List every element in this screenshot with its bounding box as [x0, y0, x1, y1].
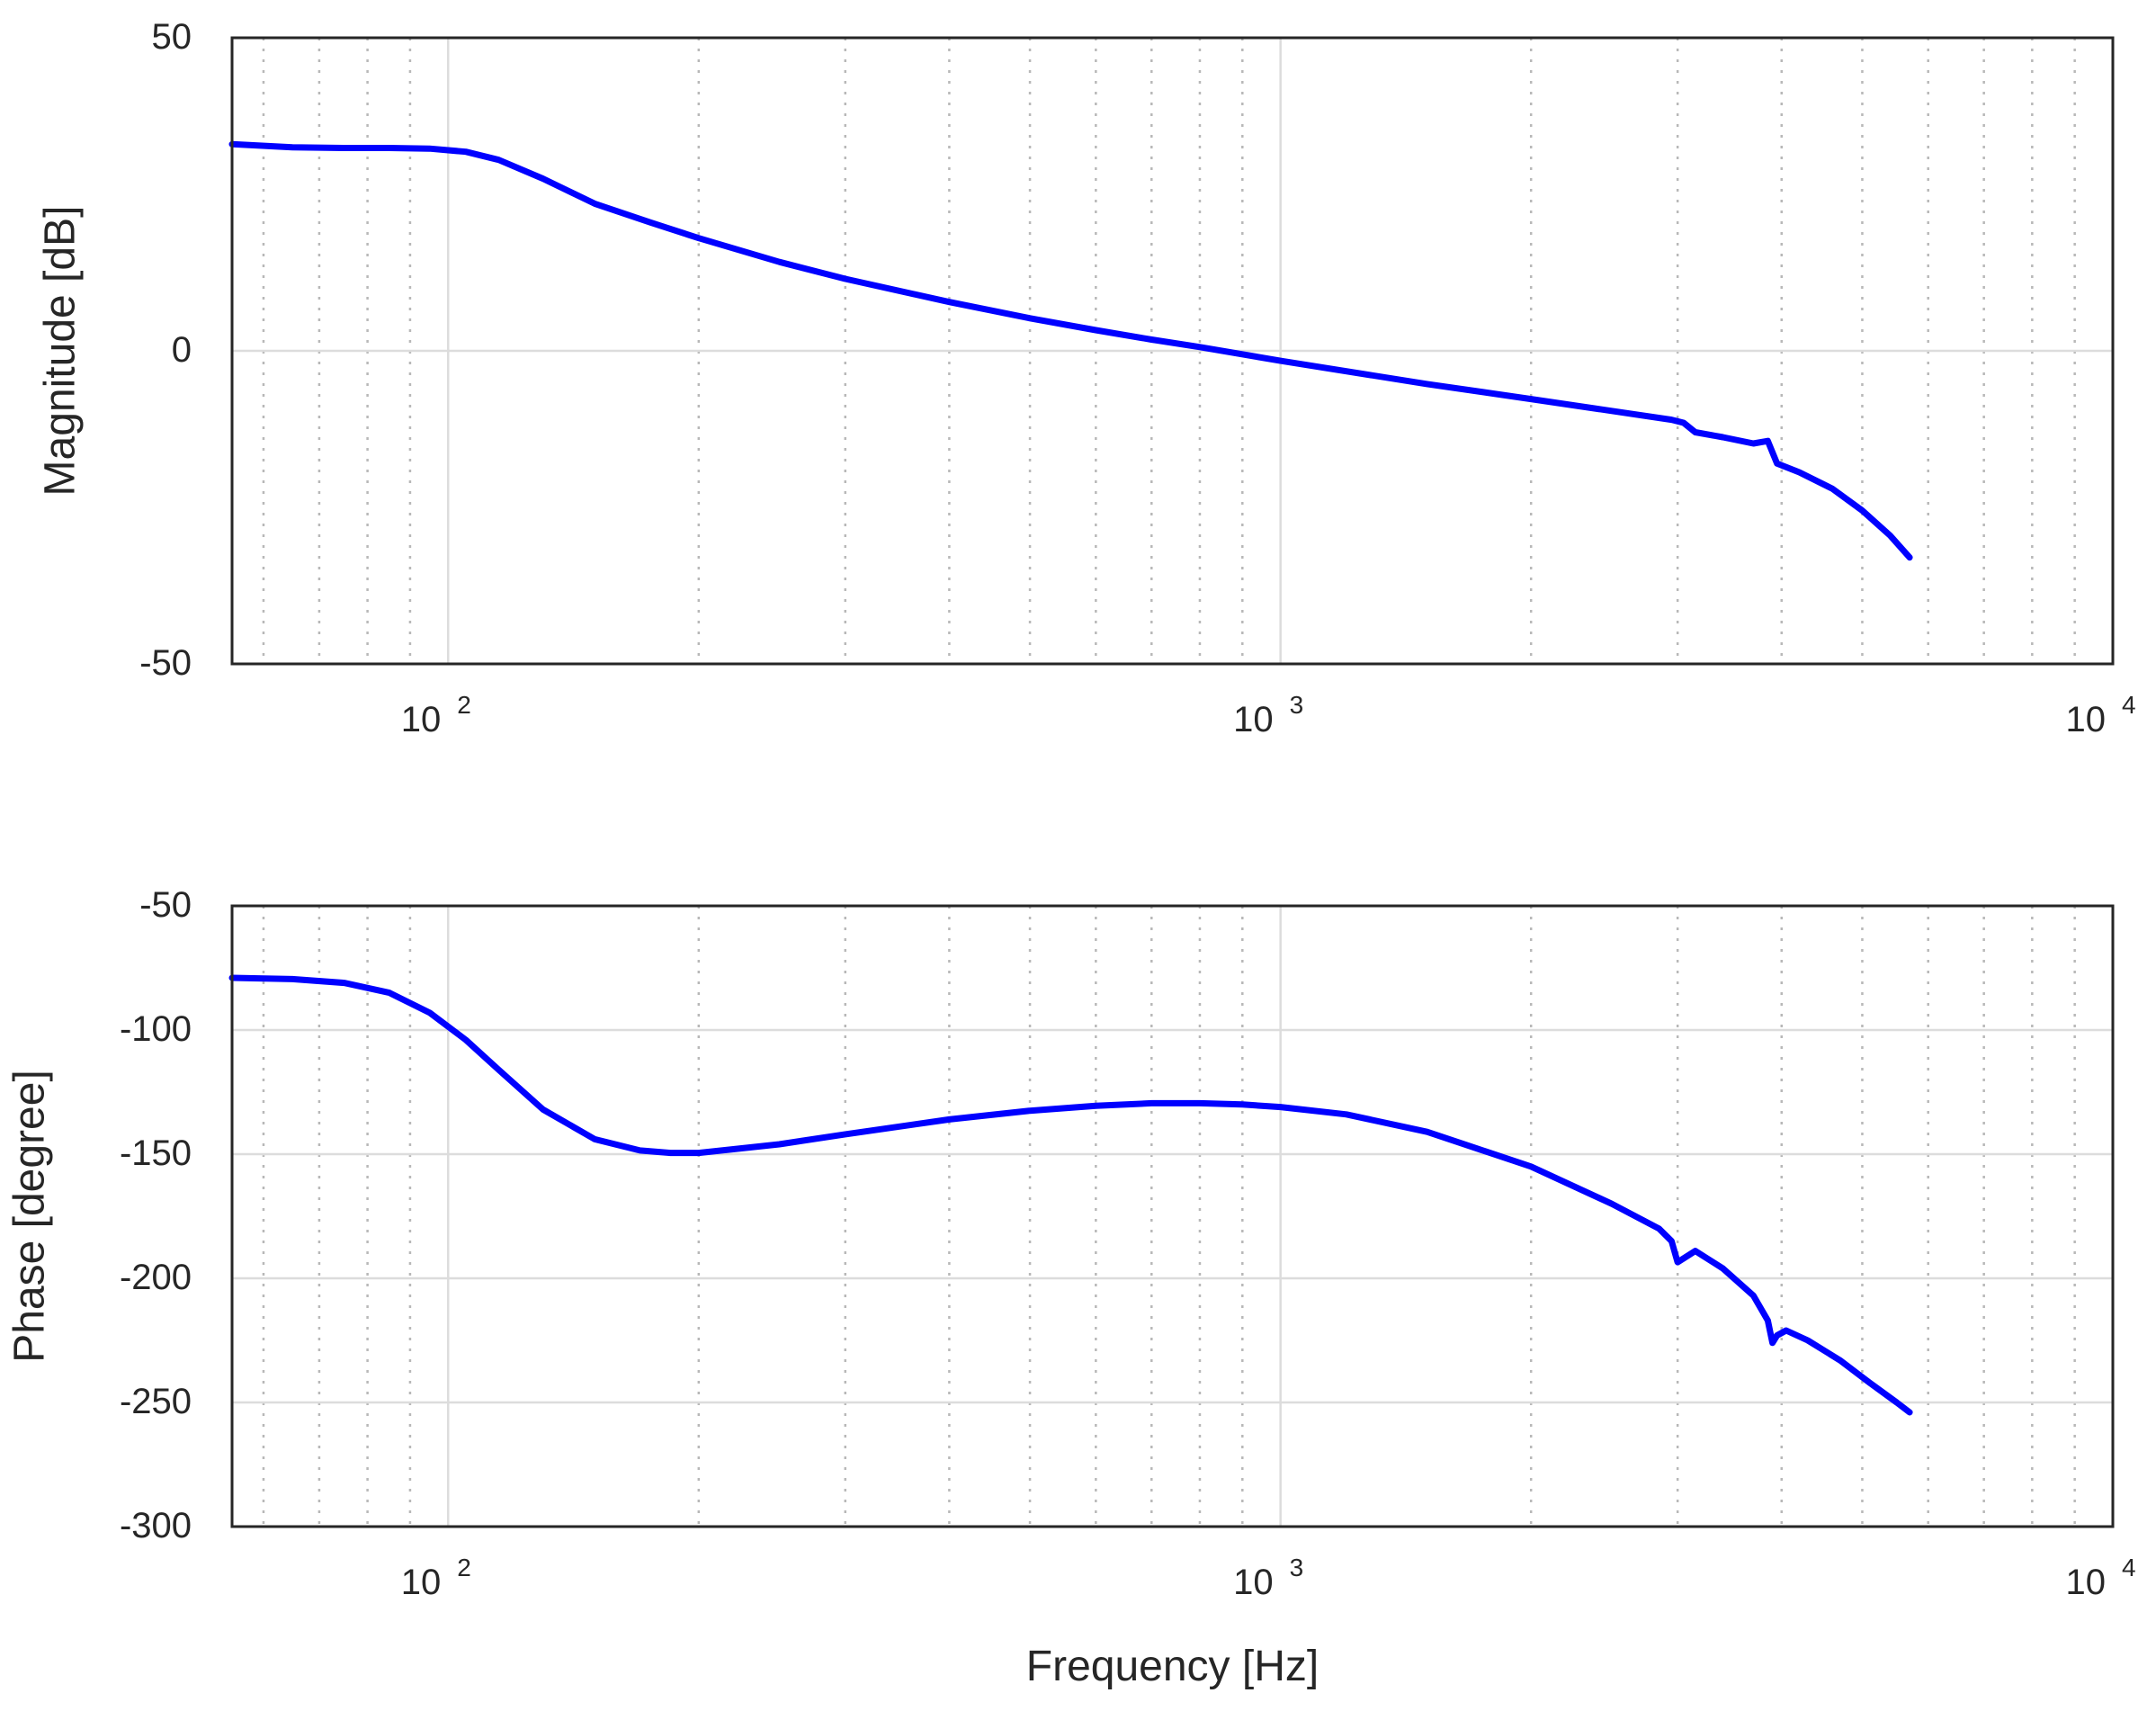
phase-curve — [228, 974, 1913, 1416]
phase-grid — [232, 906, 2113, 1527]
y-tick-label: -300 — [120, 1506, 192, 1545]
y-tick-label: -200 — [120, 1258, 192, 1297]
phase-axes-frame — [230, 904, 2115, 1528]
x-tick-exponent: 4 — [2122, 691, 2136, 719]
magnitude-panel: 50 0 -50 10 2 10 3 10 4 Magnitude [dB] — [37, 17, 2136, 739]
x-tick-label: 10 — [2066, 1563, 2107, 1602]
x-tick-exponent: 2 — [457, 1554, 471, 1581]
y-tick-label: 50 — [152, 17, 192, 57]
x-tick-label: 10 — [401, 1563, 442, 1602]
magnitude-grid — [232, 38, 2113, 664]
magnitude-y-ticks: 50 0 -50 — [139, 17, 192, 683]
y-tick-label: 0 — [172, 330, 192, 370]
phase-x-ticks: 10 2 10 3 10 4 — [401, 1554, 2136, 1602]
x-tick-label: 10 — [2066, 700, 2107, 739]
x-tick-exponent: 3 — [1290, 1554, 1304, 1581]
y-tick-label: -150 — [120, 1133, 192, 1173]
x-tick-label: 10 — [1233, 1563, 1274, 1602]
magnitude-y-axis-label: Magnitude [dB] — [37, 206, 85, 497]
y-tick-label: -100 — [120, 1009, 192, 1049]
y-tick-label: -250 — [120, 1382, 192, 1421]
phase-y-ticks: -50 -100 -150 -200 -250 -300 — [120, 885, 192, 1545]
x-tick-label: 10 — [1233, 700, 1274, 739]
phase-x-axis-label: Frequency [Hz] — [1026, 1643, 1319, 1690]
x-tick-exponent: 4 — [2122, 1554, 2136, 1581]
magnitude-axes-frame — [230, 36, 2115, 666]
x-tick-label: 10 — [401, 700, 442, 739]
magnitude-x-ticks: 10 2 10 3 10 4 — [401, 691, 2136, 739]
magnitude-curve — [228, 140, 1913, 561]
y-tick-label: -50 — [139, 885, 192, 925]
x-tick-exponent: 2 — [457, 691, 471, 719]
x-tick-exponent: 3 — [1290, 691, 1304, 719]
y-tick-label: -50 — [139, 643, 192, 683]
phase-y-axis-label: Phase [degree] — [6, 1070, 54, 1363]
phase-panel: -50 -100 -150 -200 -250 -300 10 2 10 3 10 4 Phase … — [6, 885, 2136, 1690]
